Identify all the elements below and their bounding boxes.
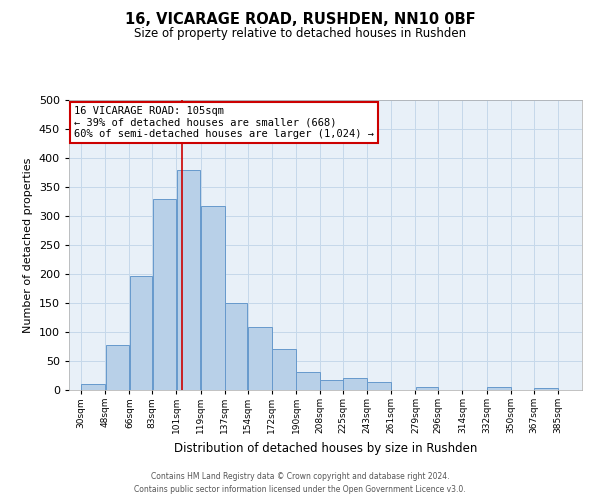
Bar [367,382,391,390]
Bar [534,388,557,390]
Y-axis label: Number of detached properties: Number of detached properties [23,158,33,332]
Bar [225,303,247,390]
Bar [296,372,320,390]
Text: 16, VICARAGE ROAD, RUSHDEN, NN10 0BF: 16, VICARAGE ROAD, RUSHDEN, NN10 0BF [125,12,475,28]
Bar [487,387,511,390]
Bar [106,345,129,390]
X-axis label: Distribution of detached houses by size in Rushden: Distribution of detached houses by size … [174,442,477,454]
Bar [130,276,152,390]
Text: Contains HM Land Registry data © Crown copyright and database right 2024.: Contains HM Land Registry data © Crown c… [151,472,449,481]
Text: Contains public sector information licensed under the Open Government Licence v3: Contains public sector information licen… [134,485,466,494]
Bar [248,328,272,390]
Bar [177,170,200,390]
Text: 16 VICARAGE ROAD: 105sqm
← 39% of detached houses are smaller (668)
60% of semi-: 16 VICARAGE ROAD: 105sqm ← 39% of detach… [74,106,374,139]
Bar [152,198,176,390]
Bar [82,384,105,390]
Bar [201,206,224,390]
Bar [272,349,296,390]
Bar [416,387,438,390]
Bar [320,380,343,390]
Bar [343,378,367,390]
Text: Size of property relative to detached houses in Rushden: Size of property relative to detached ho… [134,28,466,40]
